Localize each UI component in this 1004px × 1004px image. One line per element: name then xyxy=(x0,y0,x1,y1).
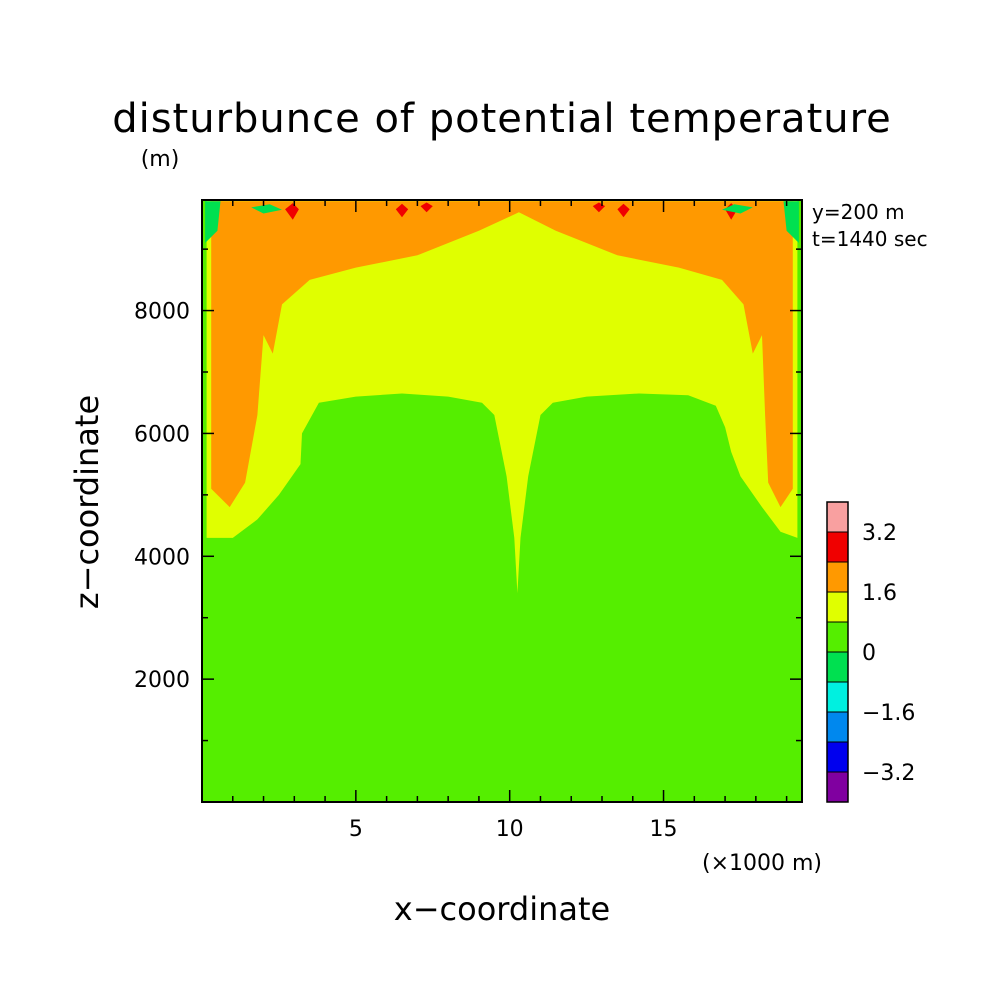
x-tick-label: 10 xyxy=(496,817,524,842)
contour-region-band-neg0.8-to-0-c xyxy=(251,204,282,214)
y-tick-label: 4000 xyxy=(134,545,190,570)
colorbar-swatch xyxy=(826,711,849,743)
colorbar-swatch xyxy=(826,771,849,803)
contour-region-band-0.8-to-1.6 xyxy=(206,200,798,594)
colorbar-swatch xyxy=(826,591,849,623)
annotation-y: y=200 m xyxy=(812,200,905,224)
contour-region-band-2.4-to-3.2-b xyxy=(395,203,409,218)
x-tick-label: 15 xyxy=(650,817,678,842)
colorbar-label: 3.2 xyxy=(862,521,897,546)
colorbar-swatch xyxy=(826,681,849,713)
colorbar-label: −1.6 xyxy=(862,701,915,726)
colorbar-swatch xyxy=(826,561,849,593)
y-tick-label: 6000 xyxy=(134,422,190,447)
colorbar-swatch xyxy=(826,531,849,563)
y-tick-label: 8000 xyxy=(134,300,190,325)
colorbar-label: 0 xyxy=(862,641,876,666)
colorbar: 3.2 1.6 0 −1.6 −3.2 xyxy=(826,501,915,803)
chart-title: disturbunce of potential temperature xyxy=(112,96,892,142)
colorbar-swatch xyxy=(826,741,849,773)
x-tick-label: 5 xyxy=(349,817,363,842)
contour-region-band-neg0.8-to-0-d xyxy=(722,204,753,214)
x-unit-label: (×1000 m) xyxy=(702,851,822,876)
colorbar-swatch xyxy=(826,651,849,683)
z-unit-label: (m) xyxy=(141,147,180,172)
colorbar-label: −3.2 xyxy=(862,761,915,786)
y-axis-label: z−coordinate xyxy=(68,395,106,609)
plot-frame xyxy=(201,199,803,803)
plot-area xyxy=(202,200,802,802)
contour-region-band-2.4-to-3.2-a xyxy=(285,203,299,220)
contour-region-band-neg0.8-to-0-a xyxy=(205,201,221,243)
contour-region-band-neg0.8-to-0-b xyxy=(783,201,799,243)
y-tick-label: 2000 xyxy=(134,668,190,693)
contour-region-band-1.6-to-2.4 xyxy=(211,201,793,508)
colorbar-frame xyxy=(826,501,849,803)
colorbar-swatch xyxy=(826,501,849,533)
axis-ticks: 2000 4000 6000 8000 5 10 15 xyxy=(134,200,802,842)
annotation-t: t=1440 sec xyxy=(812,227,928,251)
colorbar-label: 1.6 xyxy=(862,581,897,606)
x-axis-label: x−coordinate xyxy=(394,890,610,928)
colorbar-swatch xyxy=(826,621,849,653)
contour-region-band-2.4-to-3.2-e xyxy=(617,203,630,218)
contour-region-band-2.4-to-3.2-c xyxy=(420,202,433,213)
